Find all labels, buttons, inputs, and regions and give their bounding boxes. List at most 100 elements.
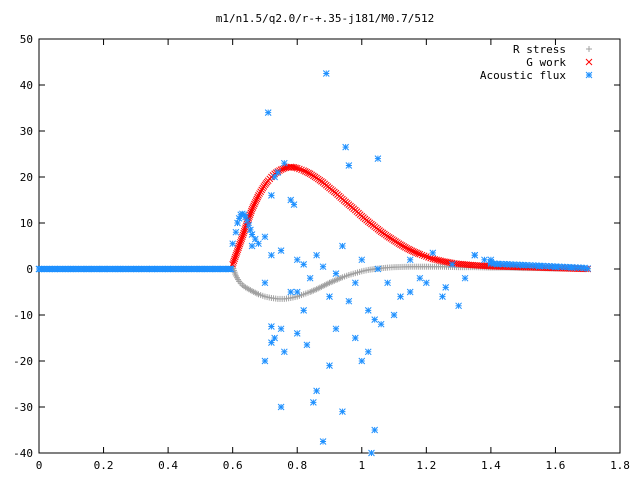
data-point bbox=[293, 288, 301, 296]
data-point-interp bbox=[420, 252, 428, 260]
y-tick-label: 0 bbox=[26, 263, 33, 276]
data-point-interp bbox=[236, 240, 244, 248]
data-point-interp bbox=[247, 287, 254, 294]
data-point-interp bbox=[247, 209, 255, 217]
data-point bbox=[261, 357, 269, 365]
data-point bbox=[264, 109, 272, 116]
data-point-interp bbox=[240, 229, 247, 237]
x-tick-label: 1 bbox=[358, 459, 365, 472]
data-point-interp bbox=[433, 256, 441, 264]
series-g-work bbox=[229, 163, 592, 273]
data-point bbox=[232, 251, 240, 259]
data-point bbox=[255, 192, 262, 199]
legend-marker bbox=[586, 46, 592, 52]
data-point-interp bbox=[395, 240, 403, 247]
data-point bbox=[248, 242, 256, 250]
data-point bbox=[268, 251, 275, 259]
data-point bbox=[326, 293, 333, 300]
data-point-interp bbox=[296, 165, 303, 173]
plot-frame bbox=[38, 38, 621, 454]
legend-marker bbox=[585, 71, 593, 79]
data-point bbox=[229, 240, 237, 248]
data-point bbox=[310, 399, 317, 406]
data-point-interp bbox=[467, 261, 475, 269]
data-point-interp bbox=[389, 236, 396, 243]
data-point-interp bbox=[337, 274, 344, 281]
legend-label: R stress bbox=[513, 43, 566, 56]
y-tick-label: -20 bbox=[13, 355, 33, 368]
data-point-interp bbox=[418, 251, 426, 259]
data-point bbox=[251, 198, 259, 206]
data-point-interp bbox=[237, 238, 244, 246]
data-point bbox=[235, 242, 243, 250]
data-point bbox=[406, 288, 414, 296]
data-point-interp bbox=[382, 231, 390, 239]
data-point-interp bbox=[413, 249, 421, 257]
data-point bbox=[374, 265, 382, 273]
data-point-interp bbox=[235, 276, 242, 283]
data-point-interp bbox=[298, 292, 305, 299]
y-tick-label: 30 bbox=[20, 125, 33, 138]
data-point-interp bbox=[240, 227, 248, 235]
data-point bbox=[448, 261, 456, 268]
data-point-interp bbox=[292, 294, 299, 301]
data-point-interp bbox=[431, 255, 439, 263]
data-point bbox=[461, 274, 469, 282]
data-point bbox=[326, 362, 333, 369]
data-point-interp bbox=[231, 253, 239, 261]
data-point bbox=[277, 403, 285, 411]
data-point bbox=[290, 201, 298, 208]
x-tick-label: 1.8 bbox=[610, 459, 630, 472]
x-tick-label: 1.4 bbox=[481, 459, 501, 472]
data-point bbox=[322, 70, 330, 77]
data-point bbox=[300, 167, 308, 174]
data-point-interp bbox=[251, 200, 258, 208]
data-point-interp bbox=[233, 250, 240, 257]
x-tick-label: 0.2 bbox=[94, 459, 114, 472]
data-point bbox=[271, 173, 278, 181]
data-point-interp bbox=[435, 256, 442, 264]
data-point-interp bbox=[235, 244, 242, 252]
data-point bbox=[364, 307, 372, 314]
y-tick-label: -40 bbox=[13, 447, 33, 460]
data-point-interp bbox=[239, 231, 247, 239]
x-tick-label: 1.6 bbox=[546, 459, 566, 472]
data-point-interp bbox=[401, 244, 409, 251]
data-point bbox=[234, 219, 241, 227]
data-point bbox=[232, 228, 240, 236]
data-point-interp bbox=[254, 193, 262, 201]
data-point bbox=[390, 311, 398, 319]
axes: 0 0.2 0.4 0.6 0.8 1 1.2 1.4 1.6 1.8 50 40 30 20 10 0 -10… bbox=[13, 33, 630, 472]
data-point-interp bbox=[301, 168, 309, 175]
data-point bbox=[332, 325, 340, 333]
data-point bbox=[374, 155, 382, 162]
data-point-interp bbox=[266, 294, 273, 301]
data-point bbox=[280, 159, 288, 167]
data-point bbox=[287, 196, 295, 204]
legend-label: Acoustic flux bbox=[480, 69, 566, 82]
data-point-interp bbox=[237, 280, 244, 287]
data-point-interp bbox=[253, 195, 261, 203]
data-point-interp bbox=[292, 164, 299, 172]
data-point-interp bbox=[256, 190, 263, 197]
data-point-interp bbox=[318, 283, 325, 290]
data-point-interp bbox=[304, 289, 311, 296]
data-point bbox=[422, 253, 430, 260]
series-acoustic-flux bbox=[35, 70, 592, 457]
data-point bbox=[377, 320, 385, 328]
chart-marks bbox=[35, 70, 592, 457]
data-point-interp bbox=[252, 197, 260, 204]
data-point-interp bbox=[249, 204, 257, 211]
data-point bbox=[429, 249, 437, 257]
data-point-interp bbox=[260, 183, 268, 190]
data-point bbox=[313, 387, 320, 395]
data-point-interp bbox=[305, 169, 312, 177]
data-point-interp bbox=[227, 265, 235, 273]
x-tick-label: 0 bbox=[36, 459, 43, 472]
data-point bbox=[293, 330, 301, 337]
data-point bbox=[268, 339, 275, 346]
data-point bbox=[313, 251, 320, 259]
data-point bbox=[455, 302, 462, 310]
